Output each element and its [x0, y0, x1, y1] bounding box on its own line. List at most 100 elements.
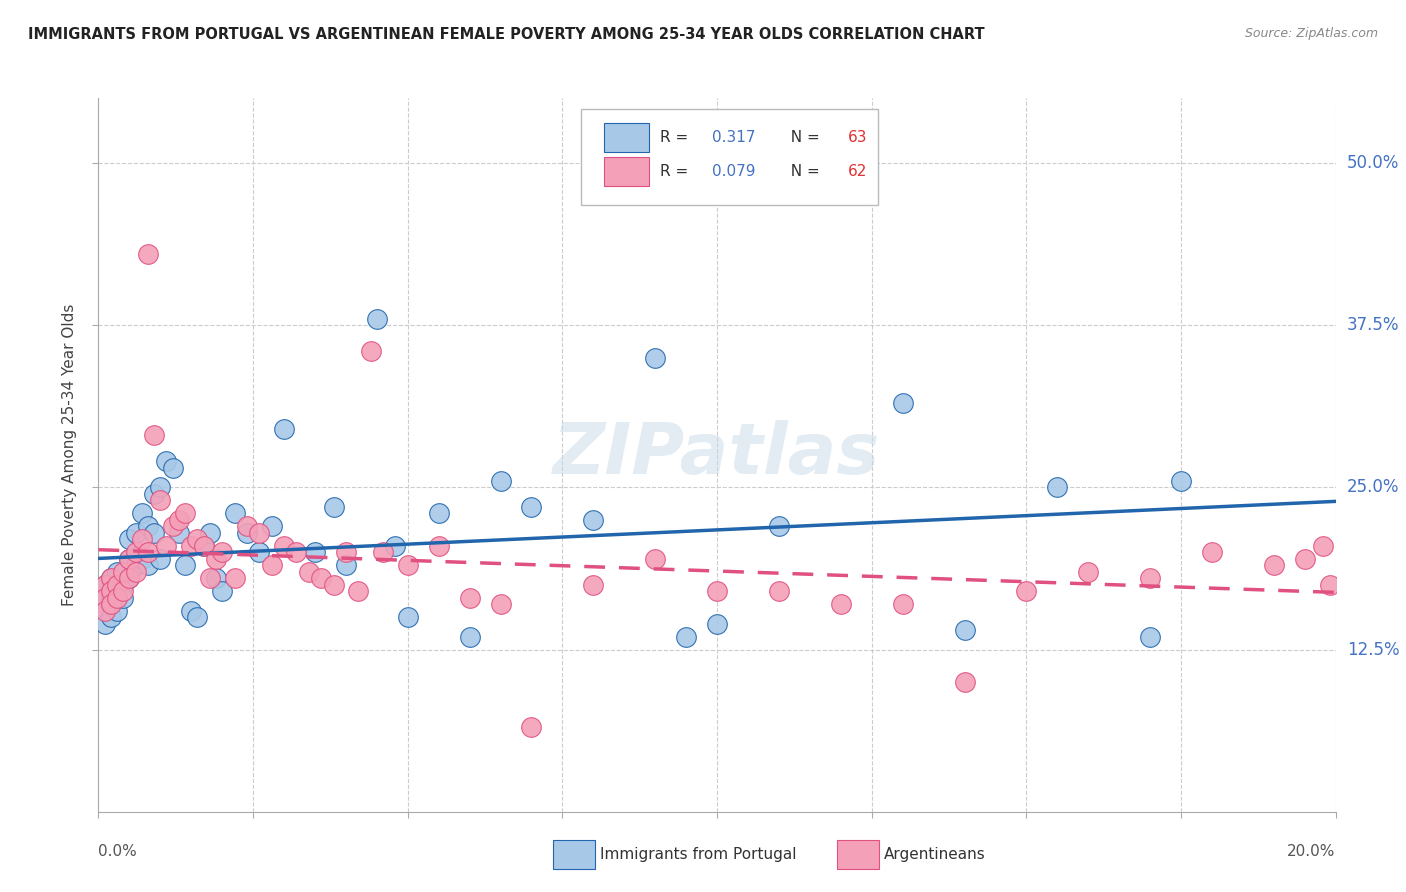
Text: N =: N =	[782, 130, 825, 145]
Point	[105, 604, 128, 618]
Point	[193, 539, 215, 553]
Point	[124, 545, 146, 559]
Point	[198, 571, 221, 585]
FancyBboxPatch shape	[581, 109, 877, 205]
Point	[112, 565, 135, 579]
Point	[105, 565, 128, 579]
Point	[118, 551, 141, 566]
Text: R =: R =	[661, 164, 693, 179]
Point	[224, 571, 246, 585]
Point	[396, 610, 419, 624]
Point	[131, 551, 153, 566]
Text: 63: 63	[848, 130, 868, 145]
Point	[347, 584, 370, 599]
Point	[706, 584, 728, 599]
Point	[768, 519, 790, 533]
Point	[174, 558, 197, 573]
Point	[93, 577, 115, 591]
Point	[93, 604, 115, 618]
Text: ZIPatlas: ZIPatlas	[554, 420, 880, 490]
Text: Argentineans: Argentineans	[884, 847, 986, 862]
Point	[489, 597, 512, 611]
Point	[520, 720, 543, 734]
Point	[149, 493, 172, 508]
Point	[100, 591, 122, 605]
Point	[396, 558, 419, 573]
Point	[198, 525, 221, 540]
Point	[366, 311, 388, 326]
Text: 0.079: 0.079	[711, 164, 755, 179]
Point	[1139, 630, 1161, 644]
FancyBboxPatch shape	[553, 840, 595, 869]
Point	[162, 461, 184, 475]
Point	[489, 474, 512, 488]
Point	[136, 247, 159, 261]
Point	[582, 577, 605, 591]
Point	[143, 487, 166, 501]
Point	[675, 630, 697, 644]
Point	[205, 551, 228, 566]
Point	[247, 525, 270, 540]
Text: 62: 62	[848, 164, 868, 179]
Point	[1319, 577, 1341, 591]
Point	[93, 591, 115, 605]
Point	[304, 545, 326, 559]
Point	[247, 545, 270, 559]
Point	[143, 525, 166, 540]
Point	[211, 584, 233, 599]
Point	[93, 604, 115, 618]
Point	[1201, 545, 1223, 559]
Point	[322, 500, 344, 514]
Point	[167, 513, 190, 527]
Point	[309, 571, 332, 585]
Point	[162, 519, 184, 533]
Point	[458, 630, 481, 644]
Point	[167, 525, 190, 540]
Point	[112, 577, 135, 591]
Point	[180, 604, 202, 618]
Point	[118, 533, 141, 547]
Point	[1015, 584, 1038, 599]
Point	[100, 610, 122, 624]
Point	[260, 519, 283, 533]
Point	[100, 584, 122, 599]
Point	[136, 558, 159, 573]
Point	[360, 344, 382, 359]
Point	[193, 539, 215, 553]
Point	[236, 519, 259, 533]
Point	[371, 545, 394, 559]
Point	[149, 551, 172, 566]
Point	[118, 551, 141, 566]
Point	[93, 577, 115, 591]
Point	[1077, 565, 1099, 579]
Point	[100, 584, 122, 599]
Point	[1139, 571, 1161, 585]
Point	[260, 558, 283, 573]
Point	[224, 506, 246, 520]
Point	[112, 584, 135, 599]
Point	[118, 571, 141, 585]
Text: 20.0%: 20.0%	[1288, 844, 1336, 859]
Point	[891, 597, 914, 611]
Text: 37.5%: 37.5%	[1347, 316, 1399, 334]
Point	[335, 558, 357, 573]
Point	[105, 591, 128, 605]
Point	[186, 533, 208, 547]
Point	[384, 539, 406, 553]
Point	[131, 506, 153, 520]
Point	[1263, 558, 1285, 573]
Point	[322, 577, 344, 591]
Point	[205, 571, 228, 585]
FancyBboxPatch shape	[605, 157, 650, 186]
Point	[136, 545, 159, 559]
Point	[273, 422, 295, 436]
Point	[644, 351, 666, 365]
Text: 25.0%: 25.0%	[1347, 478, 1399, 496]
Point	[644, 551, 666, 566]
Text: 12.5%: 12.5%	[1347, 640, 1399, 658]
Text: IMMIGRANTS FROM PORTUGAL VS ARGENTINEAN FEMALE POVERTY AMONG 25-34 YEAR OLDS COR: IMMIGRANTS FROM PORTUGAL VS ARGENTINEAN …	[28, 27, 984, 42]
Point	[1294, 551, 1316, 566]
Point	[298, 565, 321, 579]
Point	[100, 597, 122, 611]
Point	[1046, 480, 1069, 494]
